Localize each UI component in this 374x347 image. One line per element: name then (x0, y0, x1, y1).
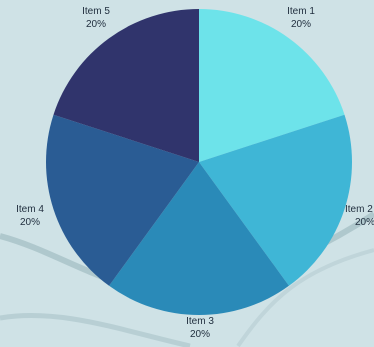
pie-slice-item-4 (46, 114, 199, 286)
slice-value-label-item-5: 20% (86, 19, 106, 30)
slice-label-item-1: Item 1 (287, 6, 315, 17)
slice-label-item-3: Item 3 (186, 316, 214, 327)
slice-value-label-item-4: 20% (20, 217, 40, 228)
slice-label-item-4: Item 4 (16, 204, 44, 215)
pie-slices (46, 9, 352, 315)
pie-slice-item-1 (199, 9, 345, 162)
slice-value-label-item-2: 20% (355, 217, 374, 228)
slice-label-item-5: Item 5 (82, 6, 110, 17)
pie-slice-item-5 (53, 9, 199, 162)
slice-value-label-item-1: 20% (291, 19, 311, 30)
pie-labels: Item 1 20% Item 2 20% Item 3 20% Item 4 20% Item… (16, 6, 374, 340)
slice-value-label-item-3: 20% (190, 329, 210, 340)
slice-label-item-2: Item 2 (345, 204, 373, 215)
pie-slice-item-2 (199, 114, 352, 286)
pie-slice-item-3 (109, 162, 289, 315)
